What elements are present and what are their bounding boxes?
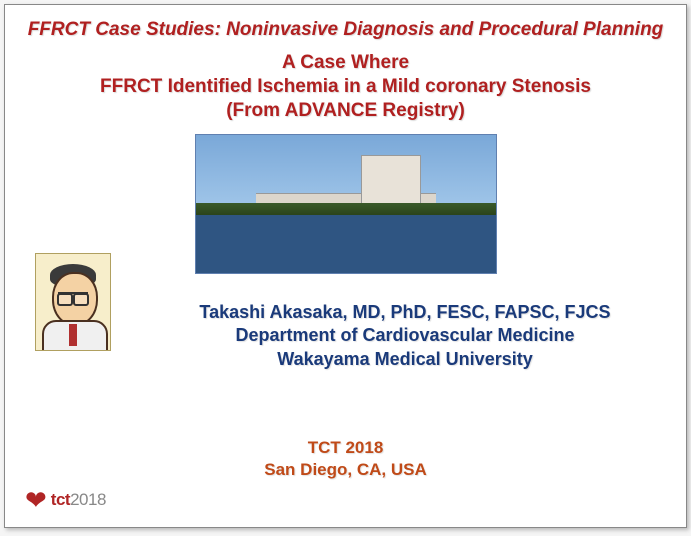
case-title: A Case Where FFRCT Identified Ischemia i…: [5, 51, 686, 122]
tct-logo: ❤ tct2018: [25, 487, 106, 513]
slide: FFRCT Case Studies: Noninvasive Diagnosi…: [4, 4, 687, 528]
conference-name: TCT 2018: [5, 437, 686, 459]
heart-icon: ❤: [25, 487, 47, 513]
subtitle-line-2: FFRCT Identified Ischemia in a Mild coro…: [100, 76, 591, 97]
speaker-portrait: [35, 253, 111, 351]
conference-block: TCT 2018 San Diego, CA, USA: [5, 437, 686, 481]
subtitle-line-3: (From ADVANCE Registry): [226, 100, 465, 121]
subtitle-line-1: A Case Where: [282, 52, 409, 73]
logo-text: tct2018: [51, 490, 106, 510]
author-univ: Wakayama Medical University: [135, 348, 675, 371]
author-row: Takashi Akasaka, MD, PhD, FESC, FAPSC, F…: [35, 253, 675, 371]
author-block: Takashi Akasaka, MD, PhD, FESC, FAPSC, F…: [135, 301, 675, 371]
logo-brand: tct: [51, 490, 70, 509]
logo-year: 2018: [70, 490, 106, 509]
conference-location: San Diego, CA, USA: [5, 459, 686, 481]
author-dept: Department of Cardiovascular Medicine: [135, 324, 675, 347]
super-title: FFRCT Case Studies: Noninvasive Diagnosi…: [5, 5, 686, 41]
portrait-glasses: [58, 292, 88, 304]
portrait-tie: [69, 324, 77, 346]
author-name: Takashi Akasaka, MD, PhD, FESC, FAPSC, F…: [135, 301, 675, 324]
